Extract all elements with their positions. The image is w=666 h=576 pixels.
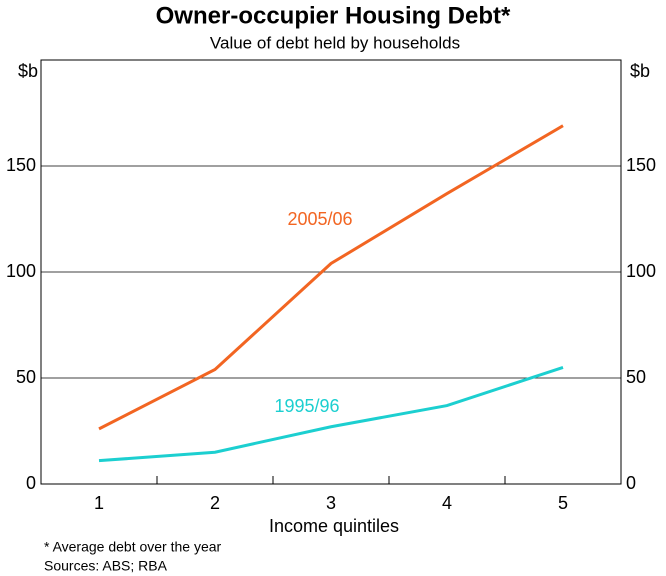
y-tick-label: 150 (6, 155, 36, 175)
y2-axis-label: $b (630, 61, 650, 81)
chart-title: Owner-occupier Housing Debt* (156, 2, 511, 29)
source-note: Sources: ABS; RBA (44, 558, 168, 574)
y2-tick-label: 100 (626, 261, 656, 281)
y2-tick-label: 150 (626, 155, 656, 175)
y-tick-label: 50 (16, 367, 36, 387)
chart-subtitle: Value of debt held by households (210, 33, 460, 52)
y2-tick-label: 50 (626, 367, 646, 387)
x-axis-label: Income quintiles (269, 516, 399, 536)
series-line (98, 365, 564, 463)
footnote: * Average debt over the year (44, 539, 222, 555)
x-tick-label: 5 (558, 493, 568, 513)
y2-tick-label: 0 (626, 473, 636, 493)
y-tick-label: 100 (6, 261, 36, 281)
series-label: 1995/96 (274, 396, 339, 416)
x-tick-label: 2 (210, 493, 220, 513)
y-axis-label: $b (18, 61, 38, 81)
x-tick-label: 1 (94, 493, 104, 513)
x-tick-label: 3 (326, 493, 336, 513)
series-line (98, 124, 564, 431)
x-tick-label: 4 (442, 493, 452, 513)
y-tick-label: 0 (26, 473, 36, 493)
series-label: 2005/06 (287, 209, 352, 229)
